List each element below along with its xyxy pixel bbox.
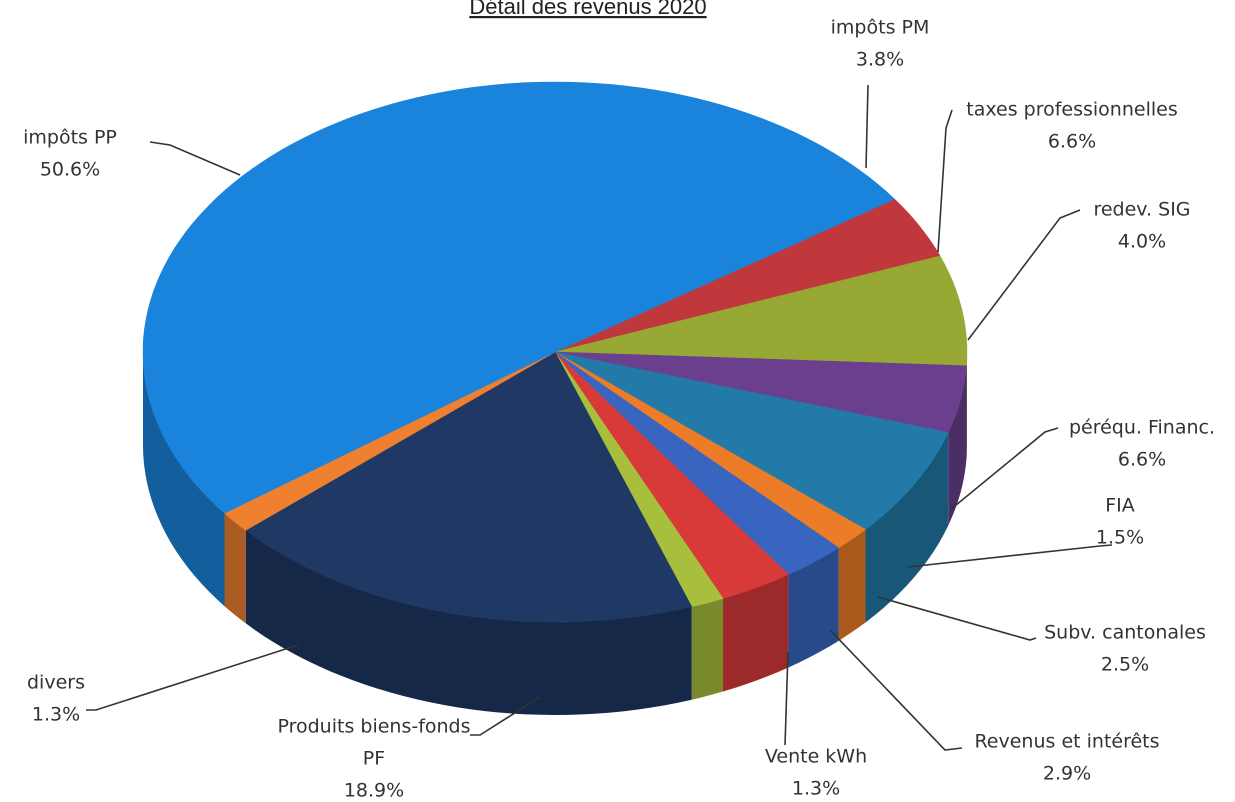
slice-side-revenus-et-interets <box>723 574 789 692</box>
slice-value-vente-kwh: 1.3% <box>792 778 840 800</box>
chart-title: Détail des revenus 2020 <box>469 0 706 19</box>
slice-produits-biens-fonds-pf <box>245 351 693 623</box>
leader-line-fia <box>907 544 1113 568</box>
leader-lines <box>86 84 1113 751</box>
leader-line-vente-kwh <box>784 651 789 746</box>
leader-line-impots-pp <box>149 141 241 176</box>
slice-value-subv-cantonales: 2.5% <box>1101 654 1149 676</box>
slice-value-redev-sig: 4.0% <box>1118 231 1166 253</box>
slice-value-produits-biens-fonds-pf: 18.9% <box>344 780 404 802</box>
slice-side-produits-biens-fonds-pf <box>245 530 692 715</box>
leader-line-produits-biens-fonds-pf <box>470 696 541 736</box>
slice-subv-cantonales <box>554 351 840 575</box>
slice-label-produits-biens-fonds-pf: Produits biens-fonds <box>277 716 470 738</box>
slice-label-impots-pp: impôts PP <box>23 127 117 149</box>
slice-side-perequ-financ <box>865 432 949 623</box>
slice-label-divers: divers <box>27 672 85 694</box>
slice-side-redev-sig <box>948 365 967 526</box>
slice-value-revenus-et-interets: 2.9% <box>1043 763 1091 785</box>
slice-label-produits-biens-fonds-pf: PF <box>363 748 385 770</box>
slice-value-taxes-professionnelles: 6.6% <box>1048 131 1096 153</box>
slice-label-fia: FIA <box>1105 495 1135 517</box>
slice-value-impots-pp: 50.6% <box>40 159 100 181</box>
slice-label-subv-cantonales: Subv. cantonales <box>1044 622 1206 644</box>
slice-value-fia: 1.5% <box>1096 527 1144 549</box>
slice-value-impots-pm: 3.8% <box>856 49 904 71</box>
leader-line-taxes-professionnelles <box>937 109 953 253</box>
slice-side-subv-cantonales <box>788 547 839 668</box>
pie-sides <box>143 352 967 715</box>
leader-line-subv-cantonales <box>877 596 1037 641</box>
leader-line-perequ-financ <box>949 427 1059 511</box>
slice-revenus-et-interets <box>554 351 789 599</box>
slice-label-perequ-financ: péréqu. Financ. <box>1069 417 1215 439</box>
leader-line-revenus-et-interets <box>829 629 963 751</box>
slice-label-vente-kwh: Vente kWh <box>765 746 867 768</box>
slice-label-revenus-et-interets: Revenus et intérêts <box>974 731 1159 753</box>
slice-label-taxes-professionnelles: taxes professionnelles <box>966 99 1177 121</box>
slice-label-impots-pm: impôts PM <box>831 17 930 39</box>
slice-labels: impôts PM 3.8% taxes professionnelles 6.6% r… <box>23 17 1215 802</box>
slice-label-redev-sig: redev. SIG <box>1093 199 1190 221</box>
leader-line-redev-sig <box>967 209 1081 341</box>
slice-impots-pp <box>142 81 896 514</box>
slice-perequ-financ <box>554 351 949 530</box>
pie-tops <box>142 81 968 623</box>
slice-side-impots-pp <box>143 352 225 607</box>
leader-line-divers <box>86 644 299 711</box>
slice-side-divers <box>224 513 246 624</box>
slice-side-taxes-professionnelles <box>966 352 967 459</box>
slice-value-perequ-financ: 6.6% <box>1118 449 1166 471</box>
slice-side-fia <box>838 529 866 641</box>
slice-redev-sig <box>554 351 967 433</box>
leader-line-impots-pm <box>865 84 869 169</box>
slice-taxes-professionnelles <box>554 255 968 367</box>
slice-side-vente-kwh <box>691 598 723 700</box>
slice-value-divers: 1.3% <box>32 704 80 726</box>
